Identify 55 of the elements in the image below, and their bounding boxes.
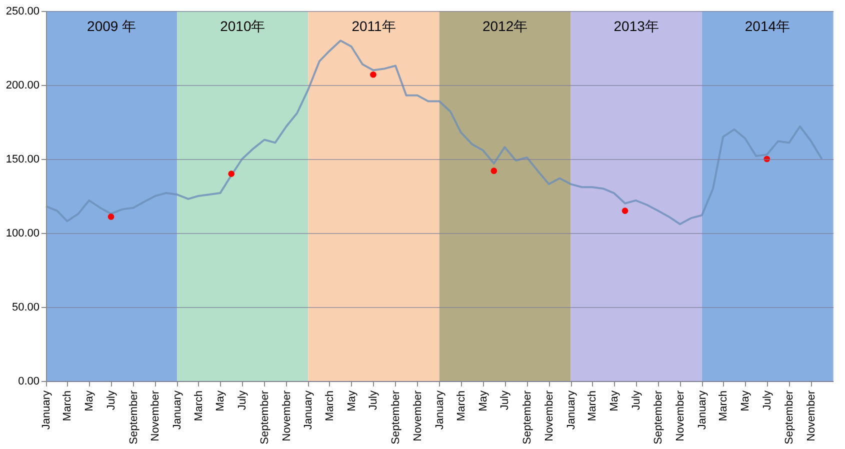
x-tick-label: July	[761, 390, 774, 410]
x-tick-label: January	[172, 390, 184, 430]
x-tick-label: May	[608, 390, 620, 412]
x-tick-label: September	[784, 390, 796, 444]
x-tick-label: September	[128, 390, 140, 444]
x-tick-label: May	[346, 390, 358, 412]
band-label: 2011年	[352, 18, 396, 34]
x-tick-label: May	[214, 390, 227, 412]
x-tick-label: July	[106, 390, 118, 410]
line-series	[45, 40, 823, 226]
x-tick-label: March	[324, 390, 336, 422]
x-tick-label: September	[390, 390, 402, 444]
x-tick-label: November	[280, 390, 293, 442]
y-tick-label: 100.00	[6, 228, 40, 240]
x-tick-label: January	[40, 390, 52, 430]
x-tick-label: November	[412, 390, 424, 442]
x-tick-label: January	[565, 390, 578, 430]
x-tick-label: March	[455, 390, 468, 422]
y-tick-label: 50.00	[12, 302, 40, 314]
point	[228, 170, 235, 177]
x-tick-label: July	[368, 390, 380, 410]
x-tick-label: November	[674, 390, 686, 442]
x-tick-label: May	[84, 390, 96, 412]
point	[622, 208, 628, 214]
x-tick-label: March	[718, 390, 730, 422]
band-label: 2013年	[614, 18, 659, 34]
x-tick-label: January	[302, 390, 315, 430]
y-tick-label: 0.00	[18, 376, 40, 388]
x-tick-label: May	[477, 390, 490, 412]
x-tick-label: January	[434, 390, 446, 430]
x-tick-label: May	[739, 390, 752, 412]
x-tick-label: July	[499, 390, 512, 410]
x-tick-label: November	[806, 390, 818, 442]
point	[108, 214, 114, 220]
point	[764, 156, 770, 162]
band-label: 2012年	[482, 18, 528, 34]
x-tick-label: March	[62, 390, 74, 422]
x-tick-label: March	[192, 390, 205, 422]
y-tick-label: 200.00	[6, 80, 40, 92]
band-label: 2010年	[220, 18, 266, 34]
x-tick-label: September	[258, 390, 271, 444]
band-label: 2009 年	[87, 18, 136, 34]
x-tick-label: September	[521, 390, 534, 444]
point	[490, 168, 498, 174]
x-tick-label: March	[586, 390, 598, 422]
y-tick-label: 150.00	[6, 154, 40, 166]
x-tick-label: November	[150, 390, 162, 442]
x-tick-label: September	[652, 390, 665, 444]
x-tick-label: July	[630, 390, 642, 410]
x-tick-label: July	[236, 390, 249, 410]
y-tick-label: 250.00	[6, 6, 40, 18]
band-label: 2014年	[744, 18, 790, 34]
x-tick-label: November	[543, 390, 556, 442]
x-tick-label: January	[696, 390, 708, 430]
point	[370, 71, 376, 78]
